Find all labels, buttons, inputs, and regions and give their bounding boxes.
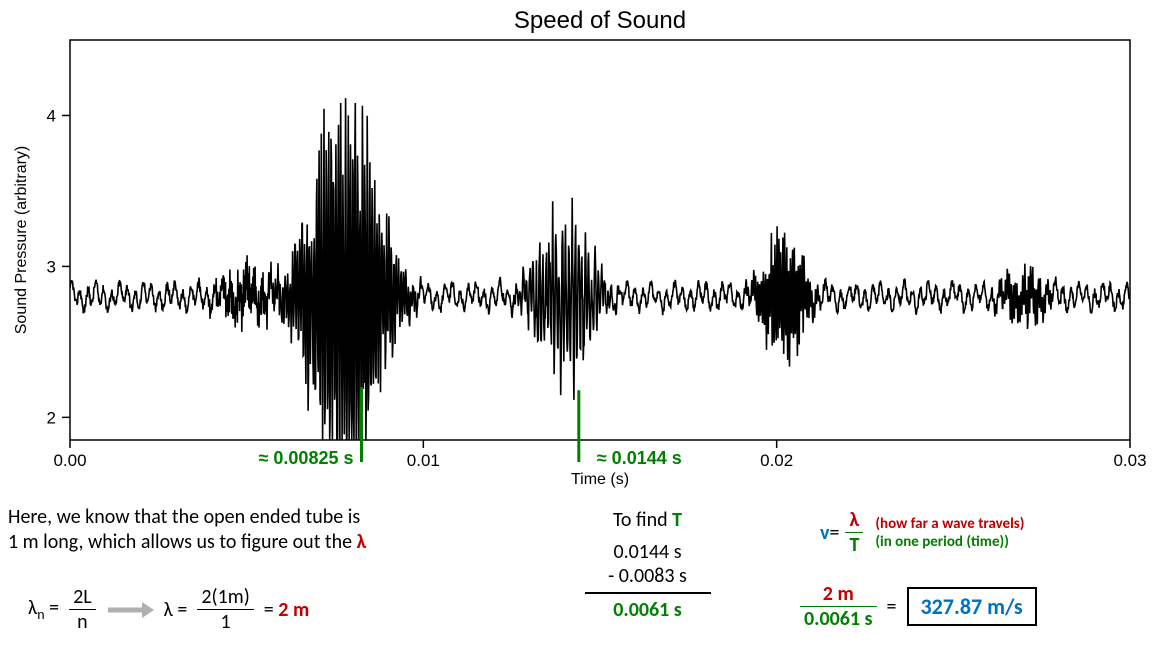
lambda-equation: λn = 2L n λ = 2(1m) 1 = 2 m [28, 585, 309, 634]
v-note1: (how far a wave travels) [875, 515, 1024, 533]
t2-value: 0.0144 s [555, 540, 740, 564]
annotation-label: ≈ 0.00825 s [259, 448, 354, 468]
ytick-label: 4 [47, 106, 56, 125]
ytick-label: 3 [47, 257, 56, 276]
intro-text: Here, we know that the open ended tube i… [8, 505, 478, 555]
annotation-label: ≈ 0.0144 s [597, 448, 682, 468]
lambda-symbol: λ [28, 596, 37, 620]
plot-border [70, 40, 1130, 440]
find-T-pre: To find [613, 508, 672, 532]
frac-lambda-over-T: λ T [845, 508, 863, 557]
xtick-label: 0.00 [53, 451, 86, 470]
chart-title: Speed of Sound [514, 7, 686, 34]
frac-2m-over-0.0061s: 2 m 0.0061 s [800, 582, 877, 631]
speed-of-sound-chart: Speed of Sound 0.00 0.01 0.02 0.03 2 3 4 Time (s… [0, 0, 1162, 500]
intro-line1: Here, we know that the open ended tube i… [8, 505, 360, 529]
find-T-block: To find T 0.0144 s - 0.0083 s 0.0061 s [555, 508, 740, 622]
arrow-icon [106, 600, 154, 620]
v-note2: (in one period (time)) [875, 533, 1024, 551]
v-symbol: v [820, 521, 829, 545]
x-axis-label: Time (s) [571, 471, 629, 488]
y-axis-label: Sound Pressure (arbitrary) [13, 146, 30, 335]
lambda-value: 2 m [278, 598, 309, 622]
ytick-label: 2 [47, 408, 56, 427]
intro-line2: 1 m long, which allows us to figure out … [8, 530, 357, 554]
find-T: T [672, 508, 682, 532]
t-diff: 0.0061 s [555, 598, 740, 622]
v-eq: = [829, 521, 839, 545]
xtick-label: 0.01 [407, 451, 440, 470]
intro-lambda: λ [357, 530, 367, 554]
lambda-eq: λ = [164, 598, 188, 622]
final-eq-sign: = [887, 595, 897, 619]
xtick-label: 0.02 [760, 451, 793, 470]
lambda-sub: n [37, 606, 44, 623]
xtick-label: 0.03 [1113, 451, 1146, 470]
frac-2L-over-n: 2L n [69, 585, 96, 634]
v-equation: v = λ T (how far a wave travels) (in one… [820, 508, 1024, 557]
t1-minus: - 0.0083 s [585, 564, 711, 594]
final-answer-box: 327.87 m/s [907, 587, 1037, 626]
final-calculation: 2 m 0.0061 s = 327.87 m/s [800, 582, 1037, 631]
frac-2-1m-over-1: 2(1m) 1 [197, 585, 253, 634]
